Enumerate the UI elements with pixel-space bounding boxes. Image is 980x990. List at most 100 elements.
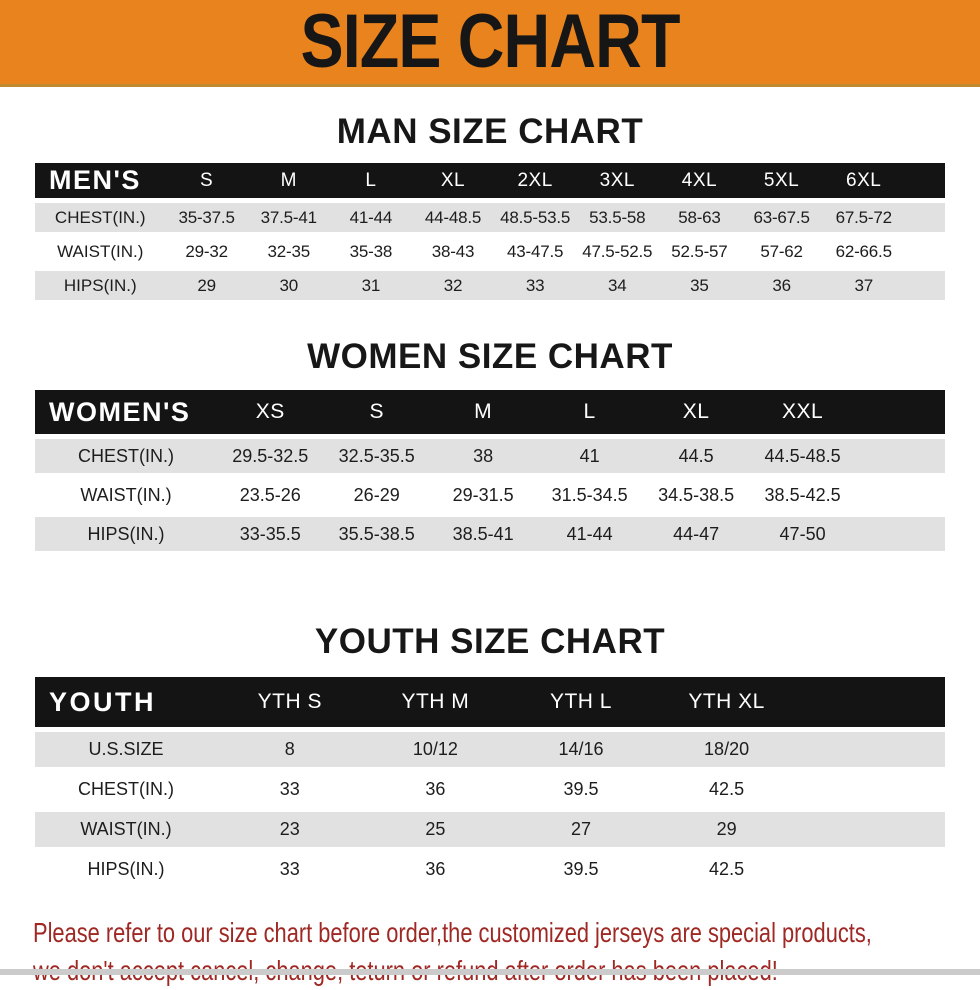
men-column-header: 6XL [822, 163, 905, 198]
youth-size-table: YOUTH YTH S YTH M YTH L YTH XL U.S.SIZE 8 10/12… [35, 672, 945, 892]
row-label: HIPS(IN.) [35, 517, 217, 551]
women-column-header: L [536, 390, 643, 434]
men-corner-label: MEN'S [35, 163, 166, 198]
size-value: 42.5 [653, 852, 800, 887]
size-value: 38.5-41 [429, 517, 537, 551]
size-value: 35-38 [329, 237, 412, 266]
row-label: U.S.SIZE [35, 732, 217, 767]
row-label: WAIST(IN.) [35, 812, 217, 847]
row-label: HIPS(IN.) [35, 271, 166, 300]
size-value: 37 [822, 271, 905, 300]
size-value: 36 [740, 271, 823, 300]
spacer-cell [855, 390, 945, 434]
youth-column-header: YTH L [508, 677, 654, 727]
size-value: 8 [217, 732, 363, 767]
size-value: 48.5-53.5 [494, 203, 577, 232]
size-value: 33 [217, 772, 363, 807]
size-value: 31.5-34.5 [536, 478, 643, 512]
size-value: 30 [247, 271, 330, 300]
size-value: 44.5 [642, 439, 750, 473]
spacer-cell [904, 203, 945, 232]
size-value: 36 [362, 852, 509, 887]
size-value: 58-63 [658, 203, 741, 232]
men-column-header: 2XL [494, 163, 577, 198]
size-value: 34 [576, 271, 659, 300]
size-value: 38 [429, 439, 537, 473]
size-value: 44.5-48.5 [749, 439, 856, 473]
men-column-header: 4XL [658, 163, 741, 198]
men-size-table: MEN'S S M L XL 2XL 3XL 4XL 5XL 6XL CHEST(IN.) 35-37… [35, 158, 945, 305]
size-value: 32-35 [247, 237, 330, 266]
spacer-cell [799, 677, 945, 727]
women-size-table-wrap: WOMEN'S XS S M L XL XXL CHEST(IN.) 29.5-32.5 32.5… [0, 385, 980, 556]
row-label: WAIST(IN.) [35, 478, 217, 512]
size-value: 29.5-32.5 [217, 439, 324, 473]
size-value: 33-35.5 [217, 517, 324, 551]
youth-corner-label: YOUTH [35, 677, 217, 727]
youth-size-chart-heading: YOUTH SIZE CHART [314, 622, 666, 661]
size-value: 33 [217, 852, 363, 887]
spacer-cell [904, 237, 945, 266]
men-table-header-row: MEN'S S M L XL 2XL 3XL 4XL 5XL 6XL [35, 163, 945, 198]
size-value: 47.5-52.5 [576, 237, 659, 266]
youth-row-chest-in: CHEST(IN.) 33 36 39.5 42.5 [35, 772, 945, 807]
spacer-cell [855, 517, 945, 551]
size-value: 31 [329, 271, 412, 300]
size-value: 29 [165, 271, 248, 300]
size-value: 41-44 [329, 203, 412, 232]
size-value: 32.5-35.5 [323, 439, 430, 473]
size-value: 42.5 [653, 772, 800, 807]
size-value: 37.5-41 [247, 203, 330, 232]
women-table-header-row: WOMEN'S XS S M L XL XXL [35, 390, 945, 434]
man-size-chart-heading: MAN SIZE CHART [336, 112, 644, 151]
size-value: 35-37.5 [165, 203, 248, 232]
women-row-hips-in: HIPS(IN.) 33-35.5 35.5-38.5 38.5-41 41-44 44-… [35, 517, 945, 551]
row-label: CHEST(IN.) [35, 772, 217, 807]
men-column-header: XL [411, 163, 495, 198]
row-label: CHEST(IN.) [35, 439, 217, 473]
size-value: 14/16 [508, 732, 654, 767]
size-value: 33 [494, 271, 577, 300]
size-value: 39.5 [508, 852, 654, 887]
size-value: 35 [658, 271, 741, 300]
size-value: 35.5-38.5 [323, 517, 430, 551]
size-value: 57-62 [740, 237, 823, 266]
men-column-header: 3XL [576, 163, 659, 198]
row-label: WAIST(IN.) [35, 237, 166, 266]
size-value: 39.5 [508, 772, 654, 807]
size-value: 62-66.5 [822, 237, 905, 266]
size-value: 29-32 [165, 237, 248, 266]
women-column-header: M [429, 390, 537, 434]
size-value: 26-29 [323, 478, 430, 512]
size-value: 41 [536, 439, 643, 473]
size-value: 27 [508, 812, 654, 847]
row-label: CHEST(IN.) [35, 203, 166, 232]
size-value: 41-44 [536, 517, 643, 551]
size-value: 38.5-42.5 [749, 478, 856, 512]
disclaimer-text: Please refer to our size chart before or… [0, 914, 980, 990]
size-value: 32 [411, 271, 495, 300]
men-column-header: 5XL [740, 163, 823, 198]
bottom-edge-strip [0, 969, 980, 975]
spacer-cell [799, 772, 945, 807]
row-label: HIPS(IN.) [35, 852, 217, 887]
women-corner-label: WOMEN'S [35, 390, 217, 434]
spacer-cell [799, 732, 945, 767]
youth-column-header: YTH XL [653, 677, 800, 727]
spacer-cell [799, 852, 945, 887]
size-value: 47-50 [749, 517, 856, 551]
spacer-cell [904, 271, 945, 300]
men-column-header: M [247, 163, 330, 198]
size-value: 53.5-58 [576, 203, 659, 232]
size-value: 43-47.5 [494, 237, 577, 266]
size-value: 29-31.5 [429, 478, 537, 512]
size-chart-banner: SIZE CHART [0, 0, 980, 87]
youth-row-waist-in: WAIST(IN.) 23 25 27 29 [35, 812, 945, 847]
size-value: 10/12 [362, 732, 509, 767]
size-chart-title: SIZE CHART [300, 0, 680, 84]
youth-row-hips-in: HIPS(IN.) 33 36 39.5 42.5 [35, 852, 945, 887]
men-row-waist-in: WAIST(IN.) 29-32 32-35 35-38 38-43 43-47.5 47.… [35, 237, 945, 266]
youth-column-header: YTH M [362, 677, 509, 727]
men-size-table-wrap: MEN'S S M L XL 2XL 3XL 4XL 5XL 6XL CHEST(IN.) 35-37… [0, 158, 980, 305]
men-row-hips-in: HIPS(IN.) 29 30 31 32 33 34 35 36 37 [35, 271, 945, 300]
